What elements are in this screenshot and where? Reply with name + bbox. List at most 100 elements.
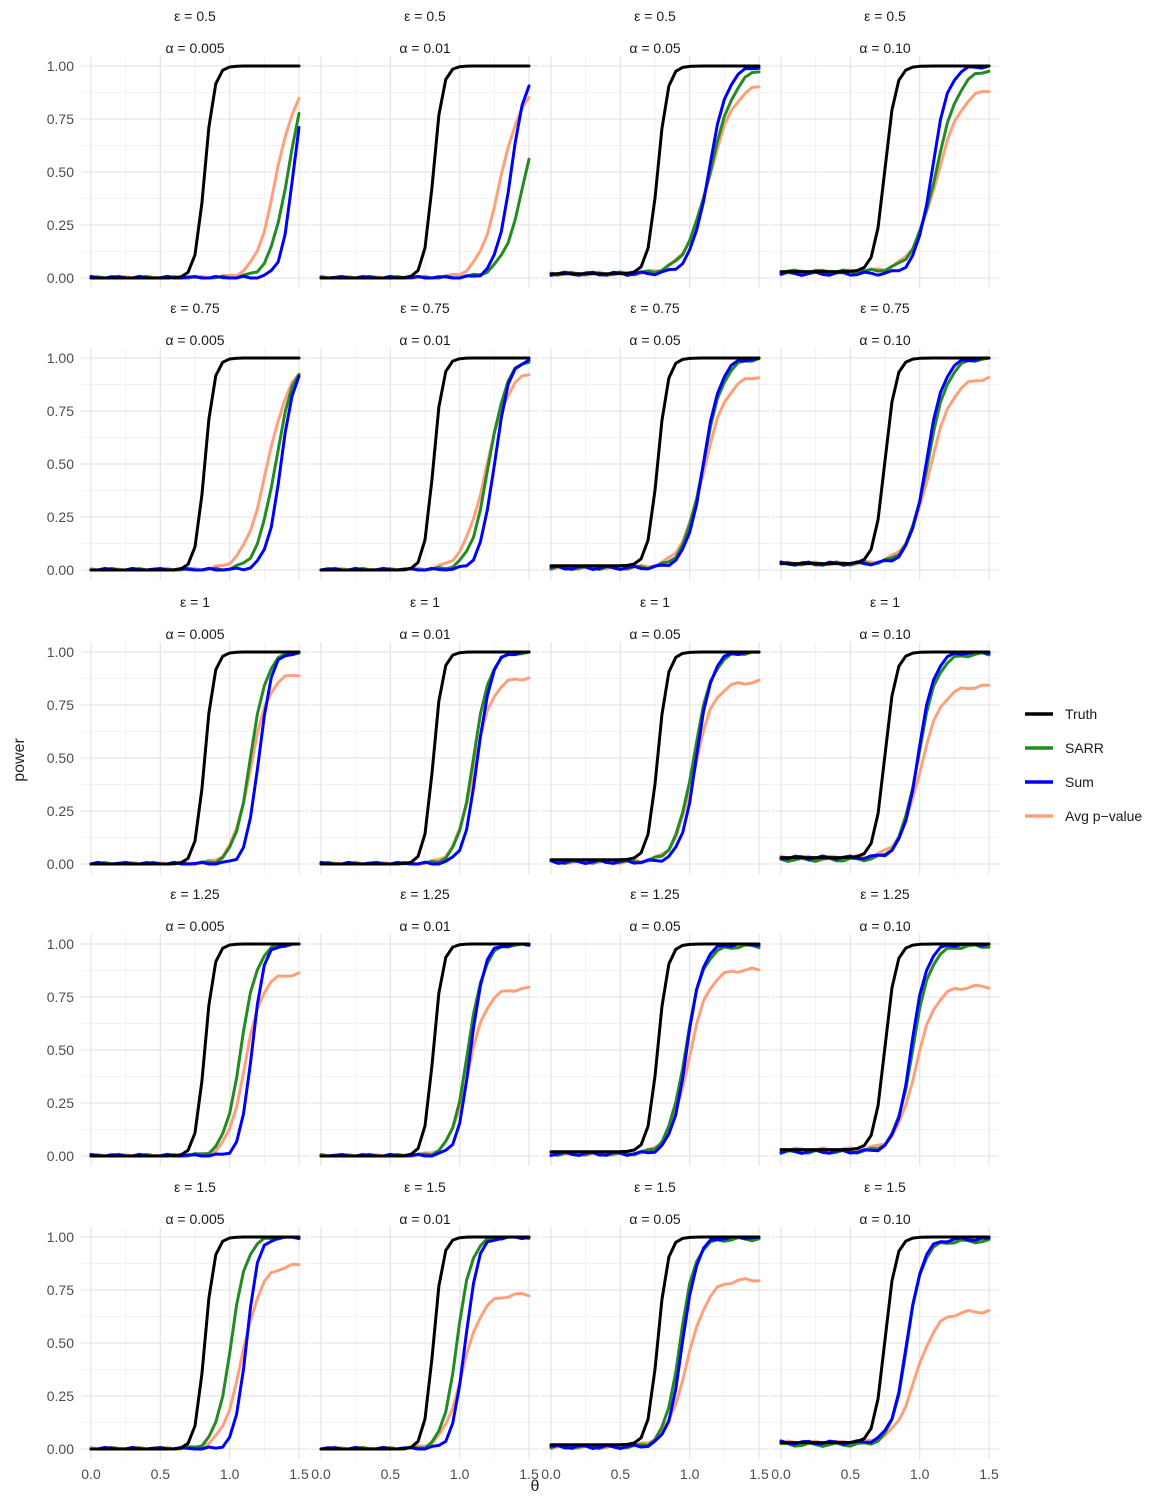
x-tick-label: 0.0 bbox=[541, 1466, 561, 1482]
y-tick-label: 0.50 bbox=[47, 750, 74, 766]
y-tick-label: 0.75 bbox=[47, 989, 74, 1005]
x-tick-label: 1.5 bbox=[979, 1466, 999, 1482]
series-line-truth bbox=[89, 650, 301, 866]
facet-label-epsilon: ε = 1.5 bbox=[864, 1179, 906, 1195]
y-tick-label: 0.50 bbox=[47, 456, 74, 472]
series-line-truth bbox=[779, 1235, 991, 1445]
series-line-sum bbox=[549, 650, 761, 866]
facet-label-alpha: α = 0.005 bbox=[165, 332, 224, 348]
panel-r4-c3: ε = 1.5 α = 0.10 0.0 0.5 1.0 1.5 bbox=[771, 1179, 999, 1482]
facet-label-epsilon: ε = 1.5 bbox=[634, 1179, 676, 1195]
legend-item-truth: Truth bbox=[1025, 706, 1097, 722]
series-line-truth bbox=[89, 64, 301, 280]
facet-label-alpha: α = 0.05 bbox=[629, 626, 681, 642]
facet-label-alpha: α = 0.005 bbox=[165, 918, 224, 934]
facet-label-alpha: α = 0.10 bbox=[859, 1211, 911, 1227]
panel-r0-c1: ε = 0.5 α = 0.01 bbox=[311, 8, 539, 288]
facet-label-alpha: α = 0.05 bbox=[629, 40, 681, 56]
legend-label: Sum bbox=[1065, 774, 1094, 790]
x-tick-label: 1.0 bbox=[220, 1466, 240, 1482]
y-tick-label: 1.00 bbox=[47, 644, 74, 660]
y-tick-label: 0.75 bbox=[47, 1282, 74, 1298]
x-tick-label: 0.0 bbox=[771, 1466, 791, 1482]
facet-label-alpha: α = 0.01 bbox=[399, 1211, 451, 1227]
x-tick-label: 1.0 bbox=[450, 1466, 470, 1482]
panel-r4-c0: ε = 1.5 α = 0.005 0.00 0.25 0.50 0.75 1.00 0.0 0… bbox=[47, 1179, 309, 1482]
series-line-truth bbox=[549, 64, 761, 276]
y-tick-label: 0.75 bbox=[47, 697, 74, 713]
y-tick-label: 0.25 bbox=[47, 1388, 74, 1404]
y-tick-label: 0.75 bbox=[47, 403, 74, 419]
panel-r3-c0: ε = 1.25 α = 0.005 0.00 0.25 0.50 0.75 1.00 bbox=[47, 886, 309, 1166]
facet-label-epsilon: ε = 0.75 bbox=[170, 300, 220, 316]
y-tick-label: 0.00 bbox=[47, 1441, 74, 1457]
panel-r0-c0: ε = 0.5 α = 0.005 0.00 0.25 0.50 0.75 1.00 bbox=[47, 8, 309, 288]
y-tick-label: 0.50 bbox=[47, 164, 74, 180]
series-line-truth bbox=[89, 942, 301, 1158]
y-tick-label: 0.25 bbox=[47, 509, 74, 525]
facet-label-alpha: α = 0.005 bbox=[165, 40, 224, 56]
facet-label-alpha: α = 0.10 bbox=[859, 626, 911, 642]
series-line-truth bbox=[779, 942, 991, 1152]
panel-r2-c1: ε = 1 α = 0.01 bbox=[311, 594, 539, 874]
x-tick-label: 0.5 bbox=[841, 1466, 861, 1482]
y-tick-label: 0.00 bbox=[47, 1148, 74, 1164]
legend-label: SARR bbox=[1065, 740, 1104, 756]
legend-label: Truth bbox=[1065, 706, 1097, 722]
facet-label-alpha: α = 0.01 bbox=[399, 918, 451, 934]
facet-label-alpha: α = 0.10 bbox=[859, 40, 911, 56]
y-tick-label: 0.50 bbox=[47, 1042, 74, 1058]
y-tick-label: 0.25 bbox=[47, 217, 74, 233]
x-tick-label: 1.5 bbox=[289, 1466, 309, 1482]
x-tick-label: 1.5 bbox=[519, 1466, 539, 1482]
facet-label-epsilon: ε = 0.75 bbox=[630, 300, 680, 316]
facet-label-epsilon: ε = 1 bbox=[870, 594, 900, 610]
series-line-truth bbox=[319, 942, 531, 1158]
y-tick-label: 0.50 bbox=[47, 1335, 74, 1351]
facet-label-epsilon: ε = 0.5 bbox=[864, 8, 906, 24]
legend-item-sarr: SARR bbox=[1025, 740, 1104, 756]
series-line-sum bbox=[319, 358, 531, 572]
y-tick-label: 1.00 bbox=[47, 58, 74, 74]
facet-label-epsilon: ε = 1 bbox=[180, 594, 210, 610]
series-line-truth bbox=[89, 1235, 301, 1451]
y-tick-label: 0.00 bbox=[47, 856, 74, 872]
facet-label-epsilon: ε = 0.75 bbox=[400, 300, 450, 316]
y-tick-label: 0.00 bbox=[47, 270, 74, 286]
panel-r0-c3: ε = 0.5 α = 0.10 bbox=[771, 8, 999, 288]
panel-r2-c3: ε = 1 α = 0.10 bbox=[771, 594, 999, 874]
panel-r1-c0: ε = 0.75 α = 0.005 0.00 0.25 0.50 0.75 1.00 bbox=[47, 300, 309, 580]
y-tick-label: 1.00 bbox=[47, 350, 74, 366]
y-tick-label: 0.75 bbox=[47, 111, 74, 127]
y-tick-label: 0.00 bbox=[47, 562, 74, 578]
series-line-truth bbox=[779, 64, 991, 274]
panel-r3-c3: ε = 1.25 α = 0.10 bbox=[771, 886, 999, 1166]
y-tick-label: 1.00 bbox=[47, 936, 74, 952]
facet-label-epsilon: ε = 0.75 bbox=[860, 300, 910, 316]
facet-label-epsilon: ε = 0.5 bbox=[174, 8, 216, 24]
panel-r1-c1: ε = 0.75 α = 0.01 bbox=[311, 300, 539, 580]
panel-r1-c3: ε = 0.75 α = 0.10 bbox=[771, 300, 999, 580]
series-line-truth bbox=[779, 650, 991, 860]
x-tick-label: 0.5 bbox=[611, 1466, 631, 1482]
facet-label-epsilon: ε = 1.25 bbox=[400, 886, 450, 902]
series-line-truth bbox=[319, 356, 531, 572]
legend-label: Avg p−value bbox=[1065, 808, 1142, 824]
x-tick-label: 1.0 bbox=[680, 1466, 700, 1482]
series-line-truth bbox=[549, 942, 761, 1154]
y-tick-label: 0.25 bbox=[47, 803, 74, 819]
panel-r0-c2: ε = 0.5 α = 0.05 bbox=[541, 8, 769, 288]
facet-label-alpha: α = 0.10 bbox=[859, 918, 911, 934]
facet-label-epsilon: ε = 1.25 bbox=[630, 886, 680, 902]
panel-r2-c2: ε = 1 α = 0.05 bbox=[541, 594, 769, 874]
facet-label-alpha: α = 0.005 bbox=[165, 1211, 224, 1227]
facet-label-epsilon: ε = 1.25 bbox=[170, 886, 220, 902]
legend-item-avg-p-value: Avg p−value bbox=[1025, 808, 1142, 824]
panel-r3-c2: ε = 1.25 α = 0.05 bbox=[541, 886, 769, 1166]
facet-label-epsilon: ε = 0.5 bbox=[634, 8, 676, 24]
series-line-truth bbox=[549, 650, 761, 862]
x-tick-label: 0.5 bbox=[381, 1466, 401, 1482]
facet-label-epsilon: ε = 1.5 bbox=[404, 1179, 446, 1195]
series-line-sum bbox=[319, 1235, 531, 1451]
x-tick-label: 1.0 bbox=[910, 1466, 930, 1482]
